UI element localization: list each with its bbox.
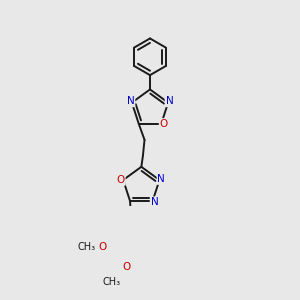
Text: CH₃: CH₃ (103, 277, 121, 287)
Text: N: N (166, 96, 173, 106)
Text: N: N (151, 197, 158, 207)
Text: O: O (98, 242, 106, 252)
Text: O: O (116, 175, 125, 185)
Text: O: O (123, 262, 131, 272)
Text: CH₃: CH₃ (78, 242, 96, 252)
Text: O: O (160, 119, 168, 129)
Text: N: N (127, 96, 134, 106)
Text: N: N (158, 174, 165, 184)
